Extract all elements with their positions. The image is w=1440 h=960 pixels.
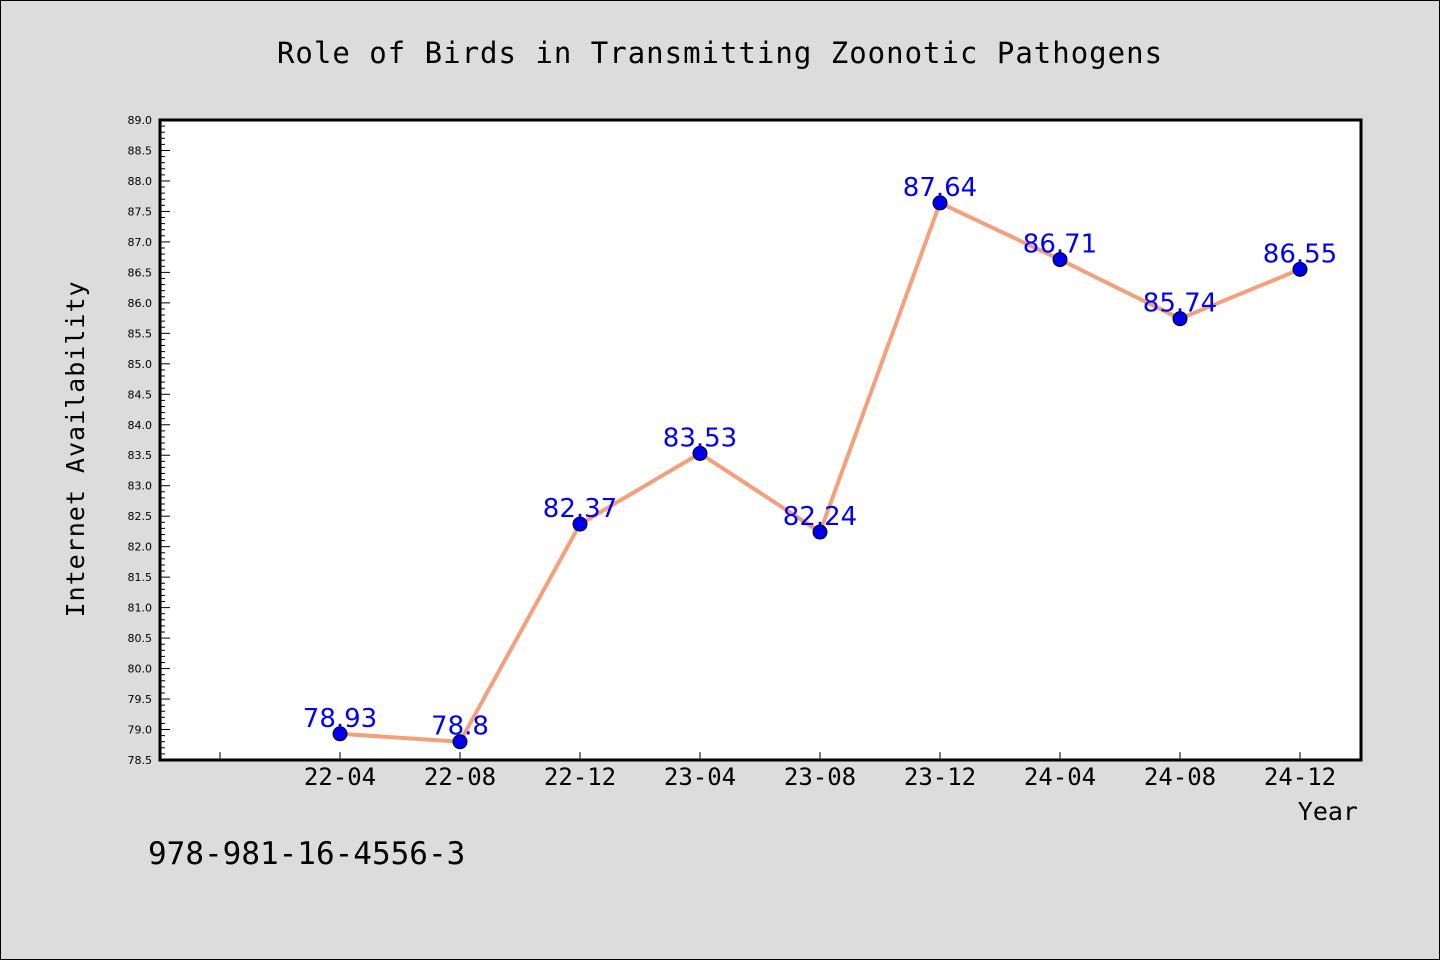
data-label-group: 78.93 78.8 82.37 83.53 82.24 87.64 86.71 85.74 8…: [303, 173, 1337, 742]
data-point: [932, 195, 948, 211]
y-tick-label: 88.5: [128, 144, 153, 157]
data-label: 82.24: [783, 502, 857, 532]
x-axis-label: Year: [1298, 797, 1358, 826]
x-tick-label: 22-08: [424, 763, 496, 791]
isbn-text: 978-981-16-4556-3: [148, 836, 465, 872]
y-tick-label: 82.0: [128, 541, 153, 554]
y-tick-label: 81.5: [128, 571, 153, 584]
y-tick-label: 88.0: [128, 175, 153, 188]
data-point: [452, 734, 468, 750]
x-tick-label: 23-04: [664, 763, 736, 791]
data-point: [1052, 252, 1068, 268]
x-tick-label: 24-04: [1024, 763, 1096, 791]
data-label: 86.55: [1263, 239, 1337, 269]
data-label: 83.53: [663, 423, 737, 453]
y-tick-label: 87.0: [128, 236, 153, 249]
x-tick-label: 24-12: [1264, 763, 1336, 791]
y-axis: 78.5 79.0 79.5 80.0 80.5 81.0 81.5 82.0 82.5 83.0…: [128, 114, 170, 767]
y-tick-label: 79.0: [128, 724, 153, 737]
x-tick-label: 22-04: [304, 763, 376, 791]
y-tick-label: 86.5: [128, 266, 153, 279]
y-tick-label: 83.5: [128, 449, 153, 462]
data-point: [332, 726, 348, 742]
x-axis: 22-04 22-08 22-12 23-04 23-08 23-12 24-04 24-08…: [219, 752, 1336, 791]
y-tick-label: 89.0: [128, 114, 153, 127]
series-line-group: [332, 195, 1308, 750]
y-tick-label: 87.5: [128, 205, 153, 218]
x-tick-label: 23-12: [904, 763, 976, 791]
y-tick-label: 85.0: [128, 358, 153, 371]
data-label: 85.74: [1143, 289, 1217, 319]
y-tick-label: 86.0: [128, 297, 153, 310]
y-tick-label: 78.5: [128, 754, 153, 767]
plot-area: [158, 118, 1363, 762]
data-label: 78.93: [303, 704, 377, 734]
data-point: [572, 516, 588, 532]
y-tick-label: 81.0: [128, 602, 153, 615]
x-tick-label: 22-12: [544, 763, 616, 791]
data-point: [1292, 261, 1308, 277]
y-axis-label: Internet Availability: [61, 280, 90, 617]
y-tick-label: 84.5: [128, 388, 153, 401]
y-tick-label: 85.5: [128, 327, 153, 340]
y-tick-label: 82.5: [128, 510, 153, 523]
y-tick-label: 79.5: [128, 693, 153, 706]
data-label: 87.64: [903, 173, 977, 203]
y-tick-label: 80.0: [128, 663, 153, 676]
y-tick-label: 84.0: [128, 419, 153, 432]
chart-title: Role of Birds in Transmitting Zoonotic P…: [277, 36, 1163, 70]
data-label: 86.71: [1023, 230, 1097, 260]
data-point: [812, 524, 828, 540]
data-point: [1172, 311, 1188, 327]
x-tick-label: 23-08: [784, 763, 856, 791]
y-tick-label: 80.5: [128, 632, 153, 645]
y-tick-label: 83.0: [128, 480, 153, 493]
data-label: 78.8: [431, 712, 489, 742]
x-tick-label: 24-08: [1144, 763, 1216, 791]
data-label: 82.37: [543, 494, 617, 524]
data-point: [692, 445, 708, 461]
